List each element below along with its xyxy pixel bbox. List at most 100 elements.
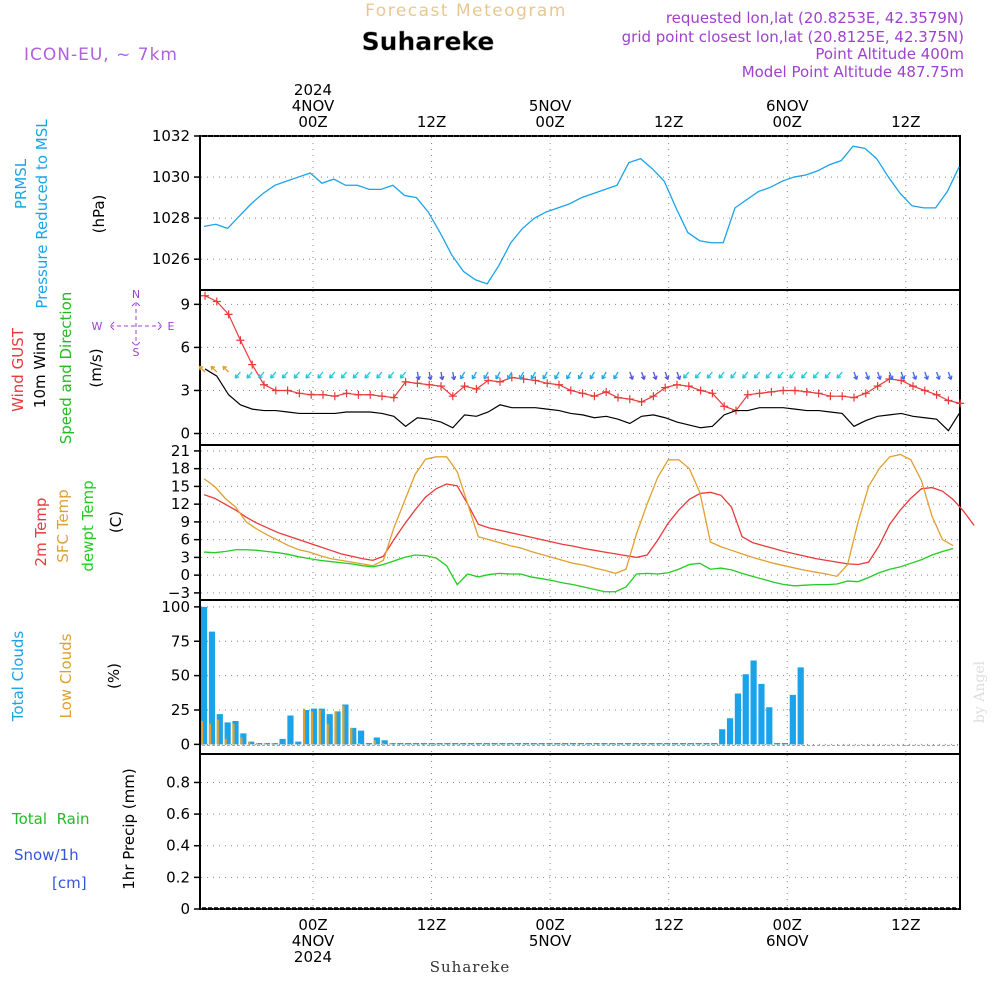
total-cloud-bar: [467, 743, 475, 745]
total-cloud-bar: [593, 743, 600, 745]
top-time-label: 12Z: [891, 113, 920, 131]
pressure-panel-labels: PRMSL Pressure Reduced to MSL (hPa): [12, 119, 108, 309]
total-cloud-bar: [734, 693, 741, 745]
total-cloud-bar: [797, 667, 804, 745]
low-cloud-bar: [373, 740, 376, 745]
total-cloud-bar: [719, 729, 726, 745]
total-cloud-bar: [585, 743, 592, 745]
precip-panel-labels: Total Rain Snow/1h [cm] 1hr Precip (mm): [11, 768, 138, 892]
low-cloud-bar: [216, 719, 219, 745]
y-tick-label: 0: [180, 735, 190, 753]
low-cloud-bar: [389, 743, 392, 745]
y-tick-label: 3: [180, 548, 190, 566]
total-cloud-bar: [358, 730, 365, 745]
gust-marker: [838, 392, 847, 401]
top-time-label: 12Z: [654, 113, 683, 131]
total-cloud-bar: [483, 743, 490, 745]
low-cloud-bar: [255, 743, 259, 745]
total-cloud-bar: [679, 743, 687, 745]
gust-marker: [920, 386, 929, 395]
wind-panel: [199, 289, 961, 446]
total-cloud-bar: [491, 743, 498, 745]
gust-marker: [248, 360, 257, 369]
gust-marker: [319, 390, 327, 399]
cloud-unit: (%): [105, 663, 123, 689]
total-cloud-bar: [781, 743, 789, 745]
total-cloud-bar: [546, 743, 553, 745]
wind-direction-arrow: [613, 371, 619, 380]
bottom-time-label: 00Z: [773, 916, 802, 934]
wind-direction-arrow: [293, 371, 300, 379]
wind-direction-arrow: [352, 371, 359, 379]
low-cloud-bar: [342, 705, 345, 745]
total-cloud-bar: [687, 743, 694, 745]
total-cloud-bar: [632, 743, 639, 745]
wind-direction-arrow: [281, 371, 289, 379]
total-cloud-bar: [569, 743, 577, 745]
total-cloud-bar: [255, 743, 263, 745]
low-cloud-bar: [381, 743, 384, 745]
total-cloud-bar: [397, 743, 404, 745]
total-cloud-bar: [742, 674, 749, 745]
rain-label: Total Rain: [11, 810, 90, 828]
model-name: ICON-EU, ~ 7km: [24, 45, 178, 65]
total-cloud-bar: [460, 743, 467, 745]
total-cloud-bar: [318, 708, 325, 745]
point-altitude: Point Altitude 400m: [815, 45, 964, 63]
total-clouds-label: Total Clouds: [9, 631, 27, 723]
gust-marker: [283, 386, 292, 395]
wind-direction-arrow: [694, 371, 702, 379]
top-time-label: 12Z: [417, 113, 446, 131]
top-time-label: 00Z: [773, 113, 802, 131]
gust-marker: [873, 382, 882, 391]
wind-direction-arrow: [427, 371, 433, 381]
y-tick-label: 9: [180, 295, 190, 313]
total-cloud-bar: [648, 743, 655, 745]
wind-direction-arrow: [210, 365, 218, 373]
y-tick-label: −3: [168, 584, 190, 602]
wind-direction-arrow: [317, 371, 324, 379]
total-cloud-bar: [232, 721, 239, 745]
gust-marker: [661, 383, 670, 392]
bottom-time-label: 00Z: [298, 916, 327, 934]
location-title: Suhareke: [362, 27, 495, 56]
top-time-label: 00Z: [535, 113, 564, 131]
low-cloud-bar: [310, 711, 314, 745]
gust-marker: [791, 386, 799, 395]
series-layer: [198, 145, 975, 909]
gust-marker: [307, 390, 316, 399]
y-tick-label: 6: [180, 338, 190, 356]
low-cloud-bar: [334, 711, 337, 745]
snow-unit: [cm]: [52, 874, 87, 892]
gust-marker: [637, 397, 646, 406]
gust-marker: [437, 382, 445, 391]
low-cloud-bar: [224, 738, 227, 745]
wind-10m-line: [204, 368, 961, 432]
compass-arrows: [109, 301, 163, 347]
gust-marker: [720, 402, 729, 411]
precip-panel: [199, 753, 961, 910]
cloud-panel-labels: Total Clouds Low Clouds (%): [9, 631, 123, 723]
total-cloud-bar: [216, 714, 223, 745]
panel-frames: [199, 135, 961, 910]
gust-marker: [271, 386, 280, 395]
total-cloud-bar: [672, 743, 679, 745]
y-tick-label: 75: [171, 632, 190, 650]
gust-marker: [413, 379, 422, 388]
t2m-line: [203, 483, 975, 566]
wind-direction-arrow: [554, 371, 560, 380]
total-cloud-bar: [640, 743, 647, 745]
total-cloud-bar: [201, 606, 208, 745]
total-cloud-bar: [240, 733, 247, 745]
bottom-time-label: 12Z: [891, 916, 920, 934]
total-cloud-bar: [758, 683, 765, 745]
gust-marker: [472, 385, 481, 394]
low-cloud-bar: [263, 743, 266, 745]
total-cloud-bar: [452, 743, 459, 745]
gust-marker: [519, 374, 528, 383]
gust-marker: [779, 386, 788, 395]
total-cloud-bar: [326, 714, 333, 745]
wind-direction-arrow: [853, 371, 859, 381]
